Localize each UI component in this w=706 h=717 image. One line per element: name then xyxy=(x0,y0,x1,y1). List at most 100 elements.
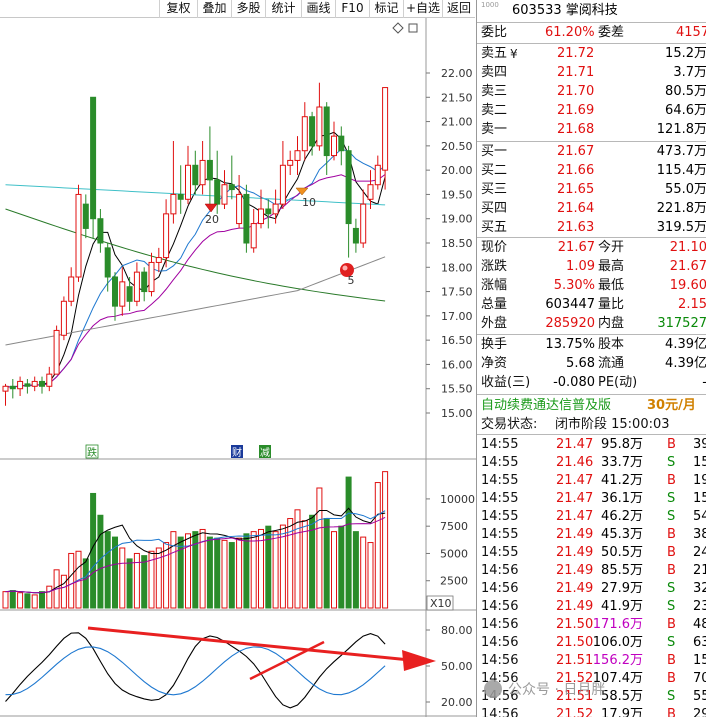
ma60-line xyxy=(5,208,386,302)
volume-bar xyxy=(31,594,38,609)
volume-axis-label: 7500 xyxy=(440,520,468,533)
tick-price: 21.47 xyxy=(556,491,594,506)
ma20-marker: 20 xyxy=(204,203,219,226)
back-button[interactable]: 返回 xyxy=(442,0,475,18)
tick-price: 21.49 xyxy=(556,545,594,560)
candle xyxy=(126,277,133,311)
tick-price: 21.46 xyxy=(556,455,594,470)
multi-stock-button[interactable]: 多股 xyxy=(231,0,265,18)
buy-price: 21.64 xyxy=(557,201,595,216)
promo-banner[interactable]: 自动续费通达信普及版 30元/月 xyxy=(477,396,706,416)
buy-level-label: 买五 xyxy=(481,220,508,235)
volume-bar xyxy=(185,533,191,609)
marker-10-label: 10 xyxy=(302,196,316,209)
tick-price: 21.47 xyxy=(556,473,594,488)
tick-price: 21.52 xyxy=(556,671,594,686)
stat-row: 涨幅 5.30% 最低 19.60 xyxy=(477,277,706,295)
tick-price: 21.49 xyxy=(556,563,594,578)
tick-time: 14:56 xyxy=(481,563,519,578)
candle xyxy=(250,209,257,253)
status-label: 交易状态: xyxy=(481,417,538,432)
diamond-icon[interactable] xyxy=(392,22,404,34)
price-axis: 22.00 21.50 21.00 20.50 20.00 19.50 19.00 18.50… xyxy=(426,67,473,420)
candle xyxy=(206,126,213,205)
candle xyxy=(323,102,330,175)
volume-bar xyxy=(82,558,89,609)
divider xyxy=(477,22,706,23)
buy-volume: 115.4万 xyxy=(656,163,706,178)
sell-volume: 64.6万 xyxy=(665,103,706,118)
tick-count: 23 xyxy=(693,599,706,614)
kline-chart-svg[interactable]: 22.00 21.50 21.00 20.50 20.00 19.50 19.00 18.50… xyxy=(0,18,476,717)
volume-bar xyxy=(46,585,53,609)
event-tag-finance[interactable]: 财 xyxy=(231,445,243,459)
tick-price: 21.47 xyxy=(556,437,594,452)
stat-row: 总量 603447 量比 2.15 xyxy=(477,296,706,314)
stat-value: 19.60 xyxy=(669,278,706,293)
sell-volume: 15.2万 xyxy=(665,46,706,61)
sell-price: 21.72 xyxy=(557,46,595,61)
event-tag-reduce[interactable]: 减 xyxy=(259,445,271,459)
volume-bar xyxy=(192,531,199,609)
tick-count: 39 xyxy=(693,437,706,452)
webi-row: 委比 61.20% 委差 4157 xyxy=(477,24,706,42)
ma-long-cyan xyxy=(5,184,386,206)
annotation-arrow-1 xyxy=(87,626,436,671)
stat-value: 285920 xyxy=(545,316,595,331)
volume-bar xyxy=(316,487,323,609)
candle xyxy=(39,376,45,394)
tick-time: 14:56 xyxy=(481,599,519,614)
price-axis-label: 15.50 xyxy=(441,383,473,396)
f10-button[interactable]: F10 xyxy=(335,0,369,18)
buy-price: 21.67 xyxy=(557,144,595,159)
candle xyxy=(82,194,89,239)
price-axis-label: 16.50 xyxy=(441,334,473,347)
volume-bar xyxy=(323,518,330,609)
event-tag-drop[interactable]: 跌 xyxy=(85,444,99,459)
tick-count: 24 xyxy=(693,545,706,560)
tick-volume: 106.0万 xyxy=(592,635,643,650)
tick-volume: 156.2万 xyxy=(592,653,643,668)
restore-rights-button[interactable]: 复权 xyxy=(159,0,197,18)
tick-side: B xyxy=(667,563,676,578)
candle xyxy=(287,150,294,175)
promo-price[interactable]: 30元/月 xyxy=(647,398,696,413)
stat-value: 21.10 xyxy=(669,240,706,255)
buy-order-row: 买五 21.63 319.5万 xyxy=(477,219,706,237)
tick-side: S xyxy=(667,509,676,524)
kline-chart-area[interactable]: 22.00 21.50 21.00 20.50 20.00 19.50 19.00 18.50… xyxy=(0,18,476,717)
volume-bar xyxy=(141,555,148,609)
stat-value: 13.75% xyxy=(545,337,595,352)
statistics-button[interactable]: 统计 xyxy=(265,0,301,18)
tick-count: 32 xyxy=(693,581,706,596)
tick-time: 14:56 xyxy=(481,707,519,717)
overlay-button[interactable]: 叠加 xyxy=(197,0,231,18)
tick-time: 14:55 xyxy=(481,473,519,488)
tick-time: 14:55 xyxy=(481,545,519,560)
volume-bar xyxy=(60,574,67,609)
tick-row: 14:56 21.52 17.9万 B 29 xyxy=(477,706,706,717)
tick-count: 15 xyxy=(693,455,706,470)
tick-time: 14:56 xyxy=(481,617,519,632)
volume-bar xyxy=(345,476,352,609)
stat-value: 5.30% xyxy=(553,278,595,293)
sell-price: 21.71 xyxy=(557,65,595,80)
volume-bar xyxy=(177,536,184,609)
tick-row: 14:55 21.46 33.7万 S 15 xyxy=(477,454,706,472)
stat-label: 涨跌 xyxy=(481,259,508,274)
volume-bar xyxy=(287,518,294,609)
volume-bar xyxy=(97,514,104,609)
yen-mark: ¥ xyxy=(510,47,518,61)
candle xyxy=(360,189,367,248)
promo-text[interactable]: 自动续费通达信普及版 xyxy=(481,398,612,413)
draw-line-button[interactable]: 画线 xyxy=(301,0,335,18)
stat-value: 5.68 xyxy=(566,356,595,371)
square-icon[interactable] xyxy=(408,23,418,33)
tick-price: 21.47 xyxy=(556,509,594,524)
volume-bar xyxy=(2,591,9,609)
mark-button[interactable]: 标记 xyxy=(369,0,403,18)
status-value: 闭市阶段 15:00:03 xyxy=(555,417,670,432)
volume-bar xyxy=(163,542,170,609)
volume-bar xyxy=(206,536,213,609)
add-watchlist-button[interactable]: +自选 xyxy=(403,0,442,18)
